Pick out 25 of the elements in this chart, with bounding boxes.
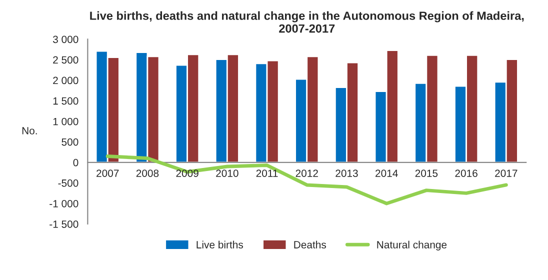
- chart-title: Live births, deaths and natural change in the Autonomous Region of Madeira, 2007-2017: [90, 11, 524, 33]
- legend-label: Deaths: [294, 240, 326, 248]
- x-tick-label: 2010: [216, 170, 238, 177]
- y-tick-label: -500: [58, 179, 78, 187]
- y-tick-label: 500: [62, 138, 78, 146]
- x-tick-label: 2013: [336, 170, 358, 177]
- y-tick-label: 1 000: [53, 118, 78, 126]
- x-tick-label: 2016: [455, 170, 478, 177]
- y-tick-label: -1 000: [50, 200, 78, 208]
- y-tick-label: -1 500: [50, 220, 78, 228]
- x-tick-label: 2007: [96, 170, 119, 177]
- x-tick-label: 2012: [296, 170, 318, 177]
- x-tick-label: 2008: [136, 170, 159, 177]
- y-tick-label: 2 000: [53, 76, 78, 84]
- y-tick-label: 3 000: [52, 36, 78, 44]
- x-tick-label: 2015: [415, 170, 438, 177]
- x-tick-label: 2017: [495, 170, 518, 177]
- legend-label: Natural change: [377, 240, 447, 250]
- x-tick-label: 2011: [256, 170, 278, 177]
- legend-label: Live births: [196, 240, 244, 248]
- y-tick-label: 1 500: [53, 97, 78, 105]
- y-tick-label: 2 500: [53, 56, 78, 64]
- y-axis-title: No.: [22, 127, 37, 134]
- x-tick-label: 2014: [376, 170, 398, 177]
- y-tick-label: 0: [73, 158, 78, 166]
